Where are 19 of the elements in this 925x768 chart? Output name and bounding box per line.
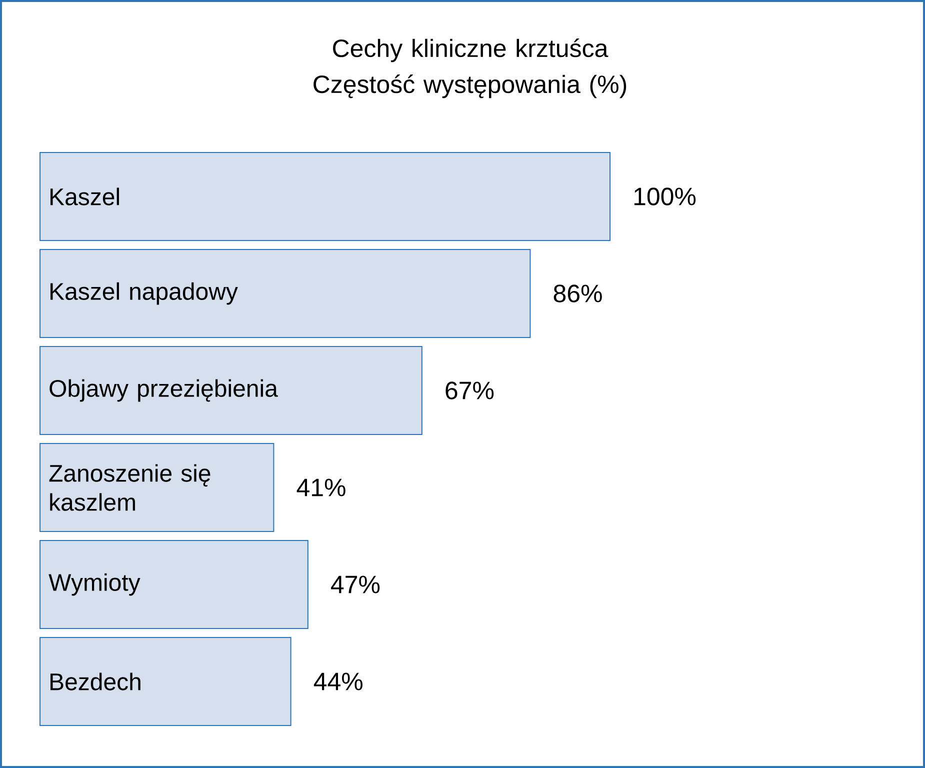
bar — [40, 249, 531, 338]
data-label: 47% — [331, 576, 380, 594]
bar — [40, 443, 274, 532]
data-label: 100% — [634, 188, 696, 206]
chart-title: Cechy kliniczne krztuśca Częstość występowania (%) — [314, 38, 626, 98]
bar — [40, 152, 611, 242]
y-tick-label: Kaszel napadowy — [50, 282, 238, 305]
data-label: 86% — [554, 284, 602, 302]
y-tick-label: Bezdech — [50, 672, 140, 690]
data-label: 44% — [314, 672, 362, 690]
y-tick-label: Kaszel — [50, 188, 119, 206]
bar — [40, 540, 308, 630]
data-label: 41% — [296, 478, 346, 496]
y-tick-label: Objawy przeziębienia — [50, 379, 278, 402]
y-tick-label: Zanoszenie się kaszlem — [49, 464, 210, 511]
y-tick-label: Wymioty — [48, 573, 140, 596]
bar — [40, 637, 292, 726]
bar — [40, 346, 422, 436]
data-label: 67% — [446, 382, 494, 400]
